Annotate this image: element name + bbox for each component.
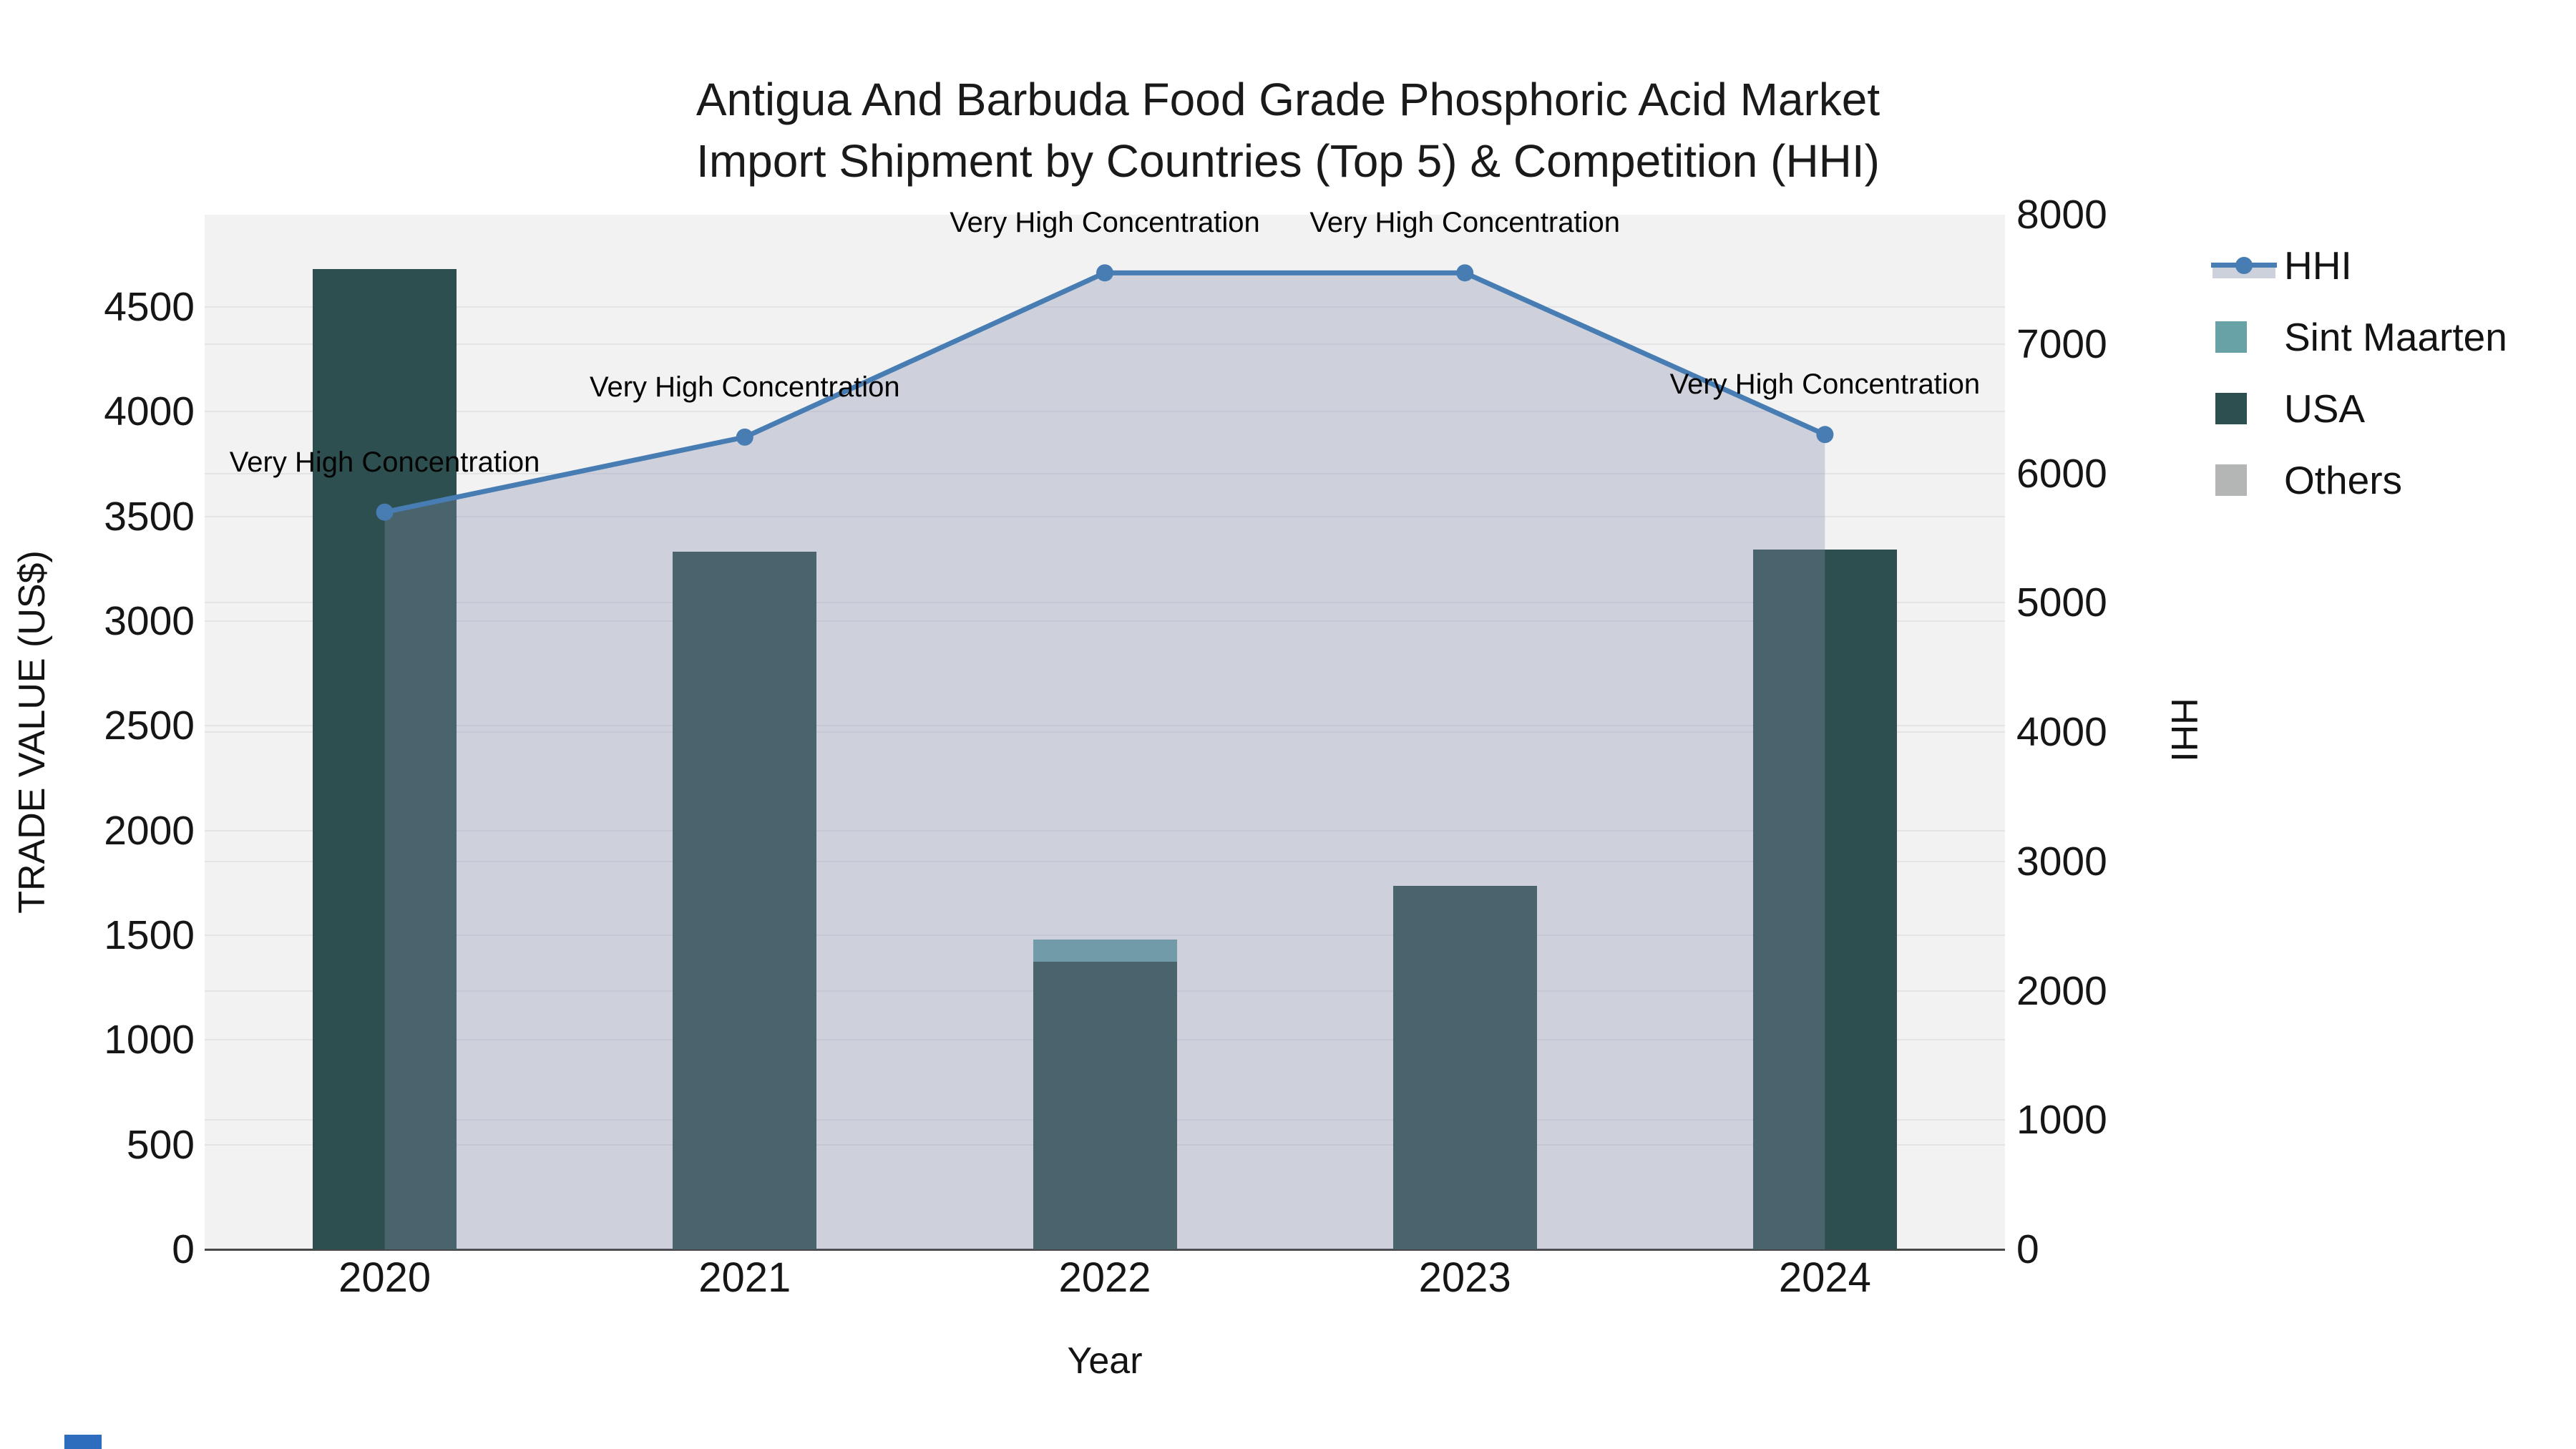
hhi-line-layer [376, 264, 1834, 1249]
left-tick-0: 0 [172, 1226, 195, 1272]
left-axis-title: TRADE VALUE (US$) [11, 550, 53, 914]
bar-usa-2023[interactable] [1392, 886, 1537, 1249]
x-tick-2020: 2020 [338, 1254, 431, 1301]
left-tick-3000: 3000 [104, 597, 195, 644]
legend-item-sint-maarten[interactable]: Sint Maarten [2211, 301, 2507, 373]
plot-area [205, 215, 2005, 1251]
legend-line-sample-icon [2211, 250, 2277, 281]
left-tick-1500: 1500 [104, 912, 195, 958]
x-tick-2021: 2021 [698, 1254, 791, 1301]
legend-item-usa[interactable]: USA [2211, 373, 2507, 444]
gridline [205, 343, 2005, 345]
left-tick-4500: 4500 [104, 283, 195, 330]
gridline [205, 860, 2005, 862]
annotation-2020: Very High Concentration [229, 446, 540, 478]
left-tick-4000: 4000 [104, 389, 195, 435]
bar-usa-2020[interactable] [313, 269, 457, 1249]
chart-title: Antigua And Barbuda Food Grade Phosphori… [0, 69, 2576, 192]
x-tick-2022: 2022 [1058, 1254, 1151, 1301]
bar-usa-2024[interactable] [1752, 550, 1897, 1249]
x-tick-2023: 2023 [1418, 1254, 1511, 1301]
hhi-point-2023[interactable] [1456, 264, 1474, 282]
legend-label: Sint Maarten [2284, 315, 2507, 359]
bar-usa-2022[interactable] [1033, 961, 1177, 1249]
right-tick-0: 0 [2016, 1226, 2039, 1272]
hhi-area-fill [384, 273, 1825, 1249]
right-tick-8000: 8000 [2016, 192, 2107, 238]
chart-title-line2: Import Shipment by Countries (Top 5) & C… [696, 135, 1880, 187]
right-tick-7000: 7000 [2016, 321, 2107, 367]
hhi-point-2022[interactable] [1096, 264, 1113, 282]
gridline [205, 934, 2005, 936]
gridline [205, 731, 2005, 733]
left-tick-1000: 1000 [104, 1017, 195, 1063]
x-axis-title: Year [1067, 1340, 1143, 1382]
legend: HHI Sint Maarten USA Others [2211, 230, 2507, 516]
bar-sint-maarten-2022[interactable] [1033, 939, 1177, 962]
left-tick-500: 500 [126, 1121, 195, 1168]
hhi-point-2024[interactable] [1816, 426, 1834, 444]
annotation-2021: Very High Concentration [590, 371, 900, 403]
right-axis-title: HHI [2163, 698, 2205, 762]
gridline [205, 411, 2005, 413]
hhi-point-2020[interactable] [376, 503, 394, 521]
gridline [205, 602, 2005, 604]
chart-title-line1: Antigua And Barbuda Food Grade Phosphori… [696, 74, 1880, 125]
legend-swatch-icon [2211, 464, 2277, 496]
right-tick-6000: 6000 [2016, 450, 2107, 497]
legend-swatch-icon [2211, 393, 2277, 424]
gridline [205, 829, 2005, 831]
legend-label: Others [2284, 458, 2403, 502]
gridline [205, 515, 2005, 517]
right-tick-3000: 3000 [2016, 838, 2107, 884]
right-tick-5000: 5000 [2016, 580, 2107, 626]
annotation-2023: Very High Concentration [1309, 207, 1620, 239]
x-axis-line [205, 1249, 2005, 1251]
left-tick-2000: 2000 [104, 807, 195, 854]
legend-swatch-icon [2211, 321, 2277, 353]
legend-label: HHI [2284, 243, 2352, 288]
gridline [205, 620, 2005, 622]
legend-item-hhi[interactable]: HHI [2211, 230, 2507, 301]
legend-label: USA [2284, 386, 2366, 431]
left-tick-3500: 3500 [104, 493, 195, 540]
right-tick-4000: 4000 [2016, 709, 2107, 755]
gridline [205, 306, 2005, 308]
left-tick-2500: 2500 [104, 703, 195, 749]
hhi-point-2021[interactable] [736, 428, 753, 446]
bar-usa-2021[interactable] [673, 552, 817, 1249]
legend-item-others[interactable]: Others [2211, 444, 2507, 516]
right-tick-2000: 2000 [2016, 967, 2107, 1014]
gridline [205, 472, 2005, 474]
annotation-2022: Very High Concentration [950, 207, 1260, 239]
gridline [205, 725, 2005, 727]
bottom-left-blue-artifact [64, 1435, 102, 1449]
x-tick-2024: 2024 [1778, 1254, 1871, 1301]
right-tick-1000: 1000 [2016, 1097, 2107, 1143]
annotation-2024: Very High Concentration [1669, 369, 1981, 401]
